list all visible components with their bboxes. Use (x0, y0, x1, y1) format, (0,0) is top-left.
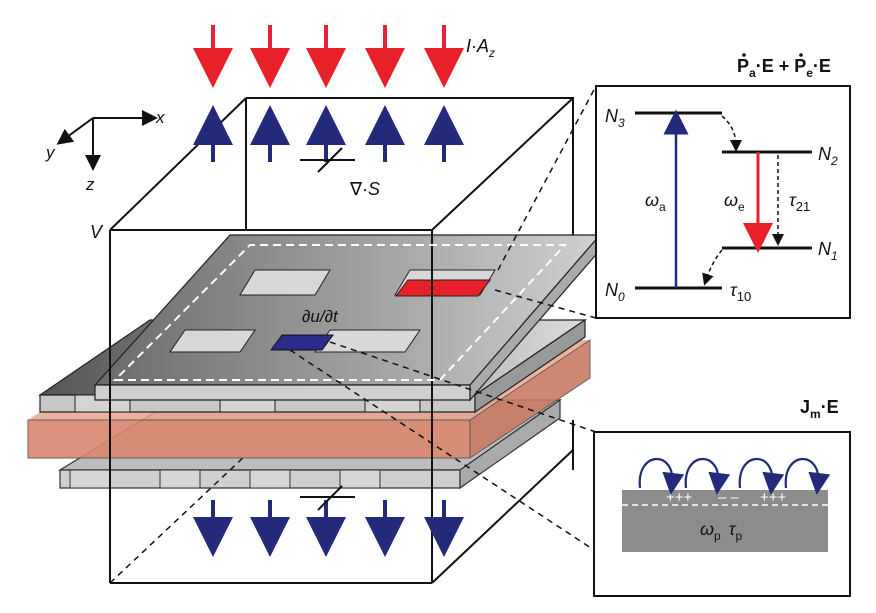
poynting-label: ∇·S (349, 179, 380, 199)
axis-z-label: z (85, 175, 95, 194)
omega-p-tau-p: ωp τp (700, 519, 742, 543)
metal-panel-title: Jm·E (800, 397, 839, 421)
leader-lines (289, 85, 597, 551)
gain-panel-title: Pa·E + Pe·E (737, 56, 831, 80)
omega-e: ωe (724, 190, 745, 214)
tau10: τ10 (730, 280, 751, 304)
cut-plane-dashed (112, 244, 568, 381)
plus-charges-2: +++ (760, 489, 787, 506)
level-N1: N1 (818, 239, 838, 263)
volume-label: V (90, 222, 104, 242)
metal-element (270, 334, 334, 351)
incident-flux-label: I·Az (466, 36, 495, 60)
reflected-arrows (193, 105, 464, 162)
minus-charges: – – (718, 489, 740, 506)
omega-a: ωa (645, 190, 666, 214)
plus-charges-1: +++ (666, 489, 693, 506)
gain-element (395, 279, 491, 297)
axis-y-label: y (45, 143, 56, 162)
level-N3: N3 (605, 106, 625, 130)
level-N0: N0 (605, 280, 625, 304)
level-N2: N2 (818, 144, 838, 168)
axis-x-label: x (155, 108, 165, 127)
tau21: τ21 (789, 190, 810, 214)
transmitted-arrows (193, 500, 464, 557)
time-derivative-label: ∂u/∂t (302, 307, 339, 326)
axes (56, 110, 158, 171)
metal-panel: Jm·E +++ – – +++ ωp τp (593, 397, 851, 597)
incident-arrows (193, 25, 464, 88)
gain-panel: Pa·E + Pe·E N3 N2 N1 N0 ωa ωe τ21 τ10 (595, 53, 851, 319)
